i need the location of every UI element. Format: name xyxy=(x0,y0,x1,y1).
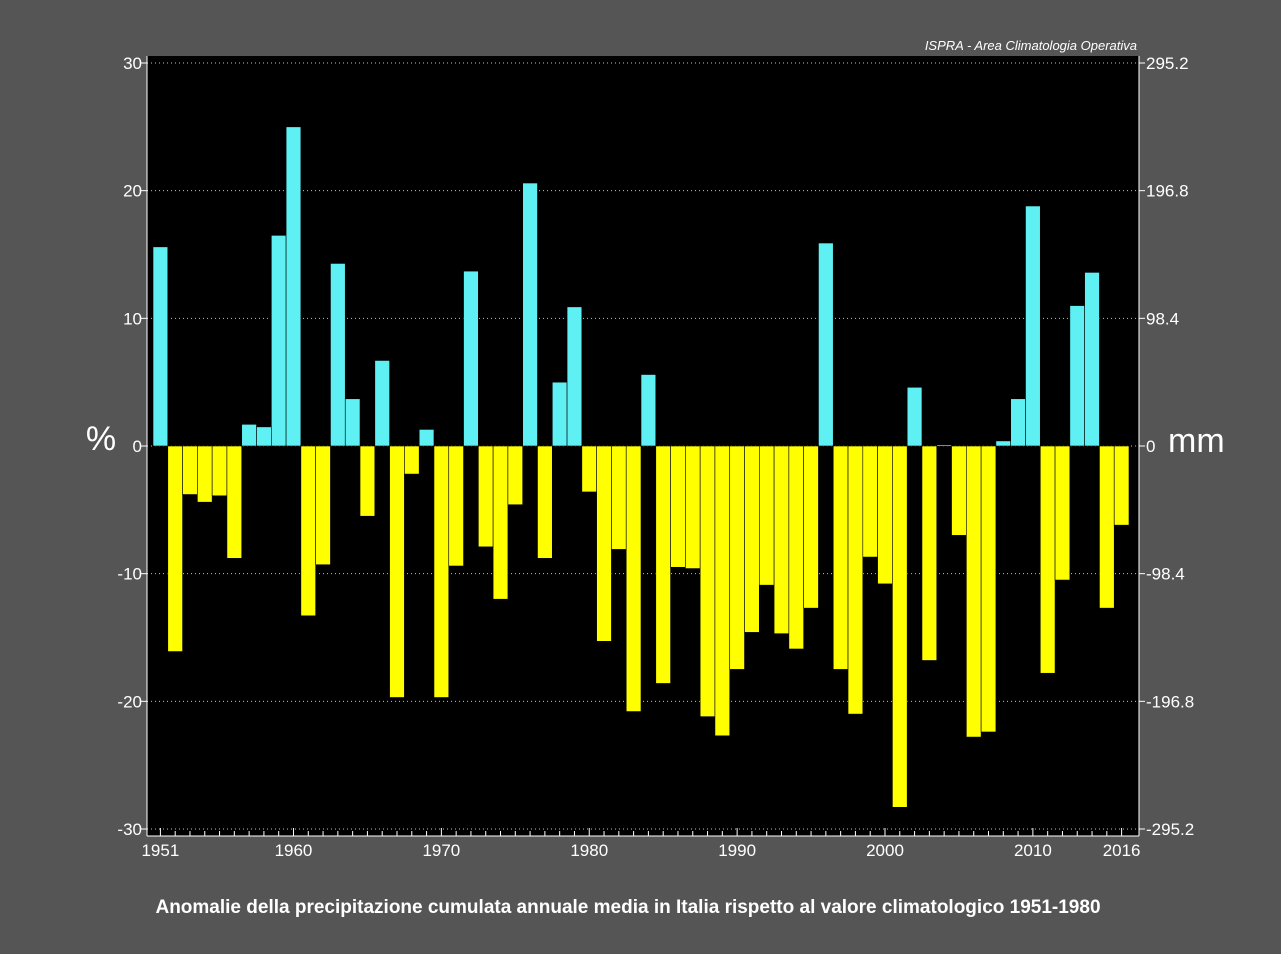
bar-1955 xyxy=(212,446,227,496)
bar-2008 xyxy=(996,441,1011,446)
bar-1983 xyxy=(626,446,641,712)
bar-2012 xyxy=(1055,446,1070,580)
bar-2015 xyxy=(1099,446,1114,608)
bar-1999 xyxy=(863,446,878,557)
bar-1994 xyxy=(789,446,804,649)
x-tick-label-2010: 2010 xyxy=(1014,841,1052,860)
bar-2000 xyxy=(878,446,893,584)
x-tick-label-1980: 1980 xyxy=(570,841,608,860)
bar-2006 xyxy=(966,446,981,737)
bar-1953 xyxy=(183,446,198,495)
bar-1995 xyxy=(804,446,819,608)
x-tick-label-1960: 1960 xyxy=(275,841,313,860)
bar-1984 xyxy=(641,375,656,446)
y-tick-label-left: -10 xyxy=(117,565,142,584)
bar-1960 xyxy=(286,127,301,446)
bar-1989 xyxy=(715,446,730,736)
x-tick-label-2016: 2016 xyxy=(1103,841,1141,860)
bar-1982 xyxy=(611,446,626,549)
bar-2011 xyxy=(1040,446,1055,673)
y-tick-label-right: 196.8 xyxy=(1146,182,1189,201)
bar-1990 xyxy=(730,446,745,669)
bar-1987 xyxy=(685,446,700,569)
bar-1957 xyxy=(242,424,257,446)
y-tick-label-right: 98.4 xyxy=(1146,309,1179,328)
bar-2007 xyxy=(981,446,996,732)
bar-1974 xyxy=(493,446,508,599)
bar-2010 xyxy=(1025,206,1040,446)
bar-1979 xyxy=(567,307,582,446)
bar-2016 xyxy=(1114,446,1129,525)
y-tick-label-left: 20 xyxy=(123,182,142,201)
bar-1991 xyxy=(745,446,760,632)
y-tick-label-left: 10 xyxy=(123,309,142,328)
precipitation-anomaly-chart: 30 295.2 20 196.8 10 98.4 0 0 -10 -98.4 -20 -196.8 -… xyxy=(0,0,1281,954)
bar-2005 xyxy=(952,446,967,535)
y-unit-mm: mm xyxy=(1168,422,1225,460)
bar-2002 xyxy=(907,387,922,446)
x-tick-label-2000: 2000 xyxy=(866,841,904,860)
chart-title: Anomalie della precipitazione cumulata a… xyxy=(155,897,1100,918)
bar-1977 xyxy=(537,446,552,558)
bar-1985 xyxy=(656,446,671,683)
bar-2001 xyxy=(892,446,907,807)
x-tick-label-1990: 1990 xyxy=(718,841,756,860)
bar-1973 xyxy=(478,446,493,547)
y-tick-label-left: -20 xyxy=(117,692,142,711)
bar-1952 xyxy=(168,446,183,652)
bar-1975 xyxy=(508,446,523,505)
bar-2013 xyxy=(1070,306,1085,446)
bar-1992 xyxy=(759,446,774,585)
bar-1961 xyxy=(301,446,316,616)
bar-1971 xyxy=(449,446,464,566)
bar-1962 xyxy=(316,446,331,565)
bar-1969 xyxy=(419,429,434,446)
bar-1998 xyxy=(848,446,863,714)
bar-2014 xyxy=(1085,272,1100,446)
y-tick-label-right: 295.2 xyxy=(1146,54,1189,73)
y-tick-label-right: -295.2 xyxy=(1146,820,1194,839)
bar-1954 xyxy=(197,446,212,502)
bar-1966 xyxy=(375,360,390,446)
y-unit-percent: % xyxy=(86,420,116,458)
bar-1978 xyxy=(552,382,567,446)
bar-1980 xyxy=(582,446,597,492)
bar-2004 xyxy=(937,445,952,446)
bar-1981 xyxy=(597,446,612,641)
bar-1986 xyxy=(671,446,686,567)
y-tick-label-right: -98.4 xyxy=(1146,565,1185,584)
bar-1964 xyxy=(345,399,360,446)
source-label: ISPRA - Area Climatologia Operativa xyxy=(925,38,1137,53)
bar-1996 xyxy=(818,243,833,446)
x-tick-label-1951: 1951 xyxy=(141,841,179,860)
bar-1972 xyxy=(464,271,479,446)
y-tick-label-left: 30 xyxy=(123,54,142,73)
bar-1956 xyxy=(227,446,242,558)
bar-1968 xyxy=(404,446,419,474)
bar-1959 xyxy=(271,235,286,446)
y-tick-label-right: 0 xyxy=(1146,437,1155,456)
bar-1988 xyxy=(700,446,715,717)
y-tick-label-left: 0 xyxy=(133,437,142,456)
bar-1967 xyxy=(390,446,405,698)
bar-2003 xyxy=(922,446,937,660)
x-tick-label-1970: 1970 xyxy=(422,841,460,860)
y-tick-label-left: -30 xyxy=(117,820,142,839)
bar-2009 xyxy=(1011,399,1026,446)
y-tick-label-right: -196.8 xyxy=(1146,692,1194,711)
bar-1965 xyxy=(360,446,375,516)
bar-1993 xyxy=(774,446,789,634)
bar-1976 xyxy=(523,183,538,446)
bar-1958 xyxy=(257,427,272,446)
bar-1951 xyxy=(153,247,168,446)
bar-1997 xyxy=(833,446,848,669)
bar-1970 xyxy=(434,446,449,698)
bar-1963 xyxy=(330,263,345,446)
